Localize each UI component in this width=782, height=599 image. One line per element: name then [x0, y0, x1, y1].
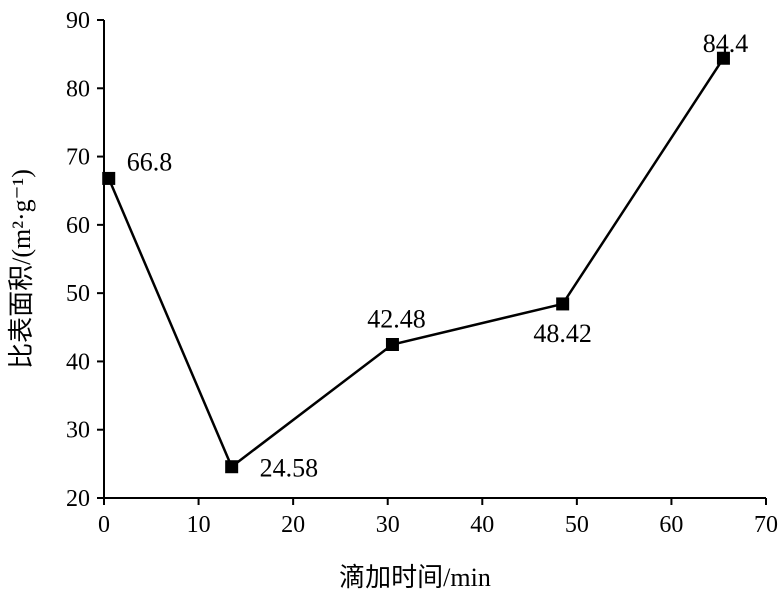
data-point-marker	[225, 460, 239, 474]
x-tick-label: 70	[754, 512, 778, 538]
data-labels: 66.8 24.58 42.48 48.42 84.4	[127, 29, 748, 482]
y-tick-label: 90	[66, 8, 90, 34]
data-point-marker	[102, 171, 116, 185]
x-tick-label: 30	[376, 512, 400, 538]
data-point-marker	[716, 51, 730, 65]
x-tick-label: 10	[187, 512, 211, 538]
data-label: 66.8	[127, 147, 173, 176]
x-tick-label: 40	[470, 512, 494, 538]
data-point-marker	[385, 337, 399, 351]
x-tick-label: 0	[98, 512, 110, 538]
series-line	[107, 57, 725, 469]
y-tick-label: 40	[66, 349, 90, 375]
x-axis-title: 滴加时间/min	[339, 563, 491, 592]
series-group	[102, 51, 730, 474]
axes: 20 30 40 50 60 70 80 90 0 10 20 30 40 50 60 70	[66, 8, 778, 538]
y-tick-label: 70	[66, 145, 90, 171]
x-tick-label: 60	[659, 512, 683, 538]
y-tick-label: 50	[66, 281, 90, 307]
y-tick-label: 60	[66, 213, 90, 239]
y-axis-title: 比表面积/(m²·g⁻¹)	[7, 169, 36, 369]
data-label: 48.42	[533, 319, 592, 348]
y-tick-label: 20	[66, 486, 90, 512]
data-label: 24.58	[260, 454, 319, 483]
data-label: 84.4	[703, 29, 749, 58]
x-tick-label: 50	[565, 512, 589, 538]
y-tick-label: 80	[66, 76, 90, 102]
x-tick-label: 20	[281, 512, 305, 538]
data-point-marker	[556, 297, 570, 311]
y-tick-label: 30	[66, 418, 90, 444]
data-label: 42.48	[367, 304, 426, 333]
